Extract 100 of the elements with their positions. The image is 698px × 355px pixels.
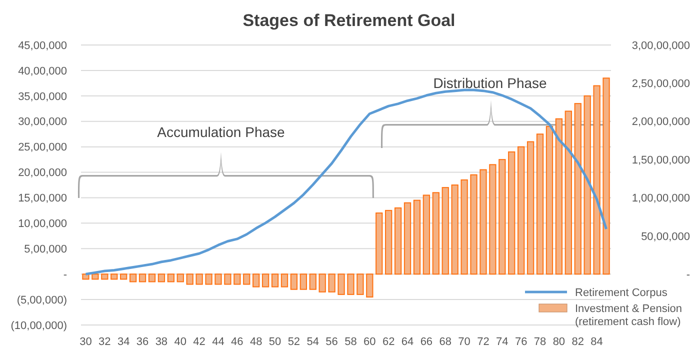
y-tick-label: 45,00,000	[18, 40, 67, 52]
y-tick-label: 10,00,000	[18, 218, 67, 230]
bar	[356, 274, 364, 295]
bar	[498, 159, 506, 275]
bar	[394, 207, 402, 275]
bar	[280, 274, 288, 288]
bar	[252, 274, 260, 288]
bar	[300, 274, 307, 290]
bar	[555, 118, 563, 275]
y2-tick-label: -	[686, 268, 690, 281]
x-tick-label: 68	[439, 336, 452, 348]
bar	[432, 192, 440, 275]
x-tick-label: 40	[174, 336, 186, 348]
bar	[167, 274, 174, 282]
bar	[376, 212, 383, 275]
bar	[536, 134, 544, 275]
bar	[138, 274, 146, 282]
bar	[546, 126, 554, 275]
x-tick-label: 56	[326, 336, 338, 348]
bar	[338, 274, 345, 295]
bar	[584, 95, 591, 275]
bar	[508, 151, 516, 275]
bar	[101, 274, 108, 280]
bar	[385, 210, 392, 275]
bar	[148, 274, 156, 282]
y2-tick-label: 1,50,00,000	[632, 154, 690, 166]
x-tick-label: 50	[268, 336, 282, 348]
bar	[470, 174, 478, 275]
bar	[347, 274, 354, 295]
y-tick-label: 20,00,000	[18, 167, 67, 180]
x-tick-label: 46	[231, 336, 244, 348]
y-tick-label: (5,00,000)	[16, 294, 67, 306]
y-tick-label: 40,00,000	[18, 65, 67, 78]
x-tick-label: 62	[382, 336, 395, 348]
y2-tick-label: 3,00,00,000	[632, 40, 690, 52]
bar	[526, 141, 534, 275]
x-tick-label: 42	[193, 336, 206, 348]
x-tick-label: 38	[155, 336, 168, 348]
x-tick-label: 44	[212, 336, 224, 348]
annotation: Accumulation Phase	[157, 124, 286, 140]
y-tick-label: 35,00,000	[18, 90, 67, 103]
x-tick-label: 60	[364, 336, 376, 348]
chart-title: Stages of Retirement Goal	[242, 11, 456, 30]
x-tick-label: 72	[477, 336, 490, 348]
bar	[262, 274, 270, 288]
x-tick-label: 80	[552, 336, 566, 348]
bar	[460, 179, 468, 275]
y2-tick-label: 2,50,00,000	[632, 78, 690, 90]
x-tick-label: 34	[117, 336, 130, 348]
x-tick-label: 54	[306, 336, 319, 348]
bar	[110, 274, 118, 280]
x-tick-label: 30	[80, 336, 92, 348]
y-tick-label: 15,00,000	[18, 192, 67, 205]
bar	[518, 146, 525, 275]
bar	[422, 194, 430, 275]
x-tick-label: 52	[288, 336, 300, 348]
bar	[318, 274, 326, 292]
bar	[176, 274, 184, 282]
bar	[186, 274, 194, 285]
bar	[442, 187, 449, 275]
bar	[564, 110, 572, 275]
x-tick-label: 74	[496, 336, 508, 348]
legend-label: Retirement Corpus	[575, 286, 668, 299]
x-tick-label: 76	[514, 336, 528, 348]
x-tick-label: 48	[250, 336, 262, 348]
bar	[224, 274, 232, 285]
y2-tick-label: 50,00,000	[641, 230, 690, 243]
y2-tick-label: 2,00,00,000	[632, 116, 690, 128]
x-tick-label: 32	[98, 336, 111, 348]
bar	[243, 274, 250, 285]
line-series	[84, 88, 608, 276]
bar	[328, 274, 336, 292]
y-tick-label: 30,00,000	[18, 116, 67, 128]
bar	[205, 274, 212, 285]
legend-label: Investment & Pension (retirement cash flow)	[575, 302, 682, 328]
bar	[214, 274, 222, 285]
bar	[602, 78, 610, 275]
bar	[92, 274, 99, 280]
bar	[120, 274, 128, 280]
x-tick-label: 64	[401, 336, 414, 348]
bar	[574, 103, 582, 275]
x-tick-label: 66	[420, 336, 433, 348]
bar	[413, 200, 421, 275]
bar	[234, 274, 241, 285]
y2-tick-label: 1,00,00,000	[632, 192, 690, 205]
bar	[158, 274, 166, 282]
bar	[271, 274, 279, 288]
x-tick-label: 70	[458, 336, 470, 348]
x-tick-label: 84	[590, 336, 603, 348]
annotation: Distribution Phase	[433, 75, 548, 91]
x-tick-label: 58	[344, 336, 357, 348]
y-tick-label: (10,00,000)	[10, 320, 67, 332]
x-tick-label: 82	[572, 336, 584, 348]
x-tick-label: 36	[136, 336, 149, 348]
bar	[309, 274, 316, 290]
y-tick-label: -	[63, 268, 68, 281]
x-tick-label: 78	[534, 336, 546, 348]
y-tick-label: 5,00,000	[24, 243, 67, 256]
bar	[593, 85, 600, 275]
bar	[480, 169, 487, 275]
